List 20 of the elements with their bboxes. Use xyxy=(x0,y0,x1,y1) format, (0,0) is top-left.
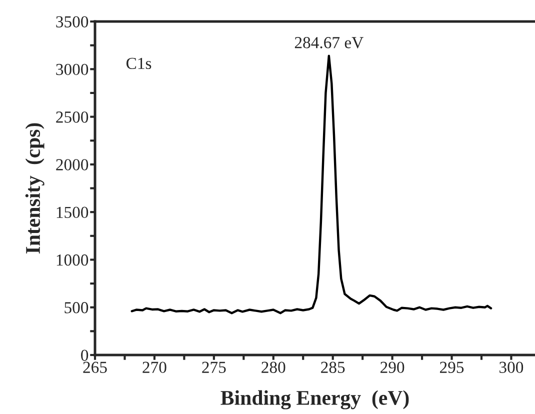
x-tick-label: 280 xyxy=(262,362,286,373)
x-tick-label: 295 xyxy=(440,362,464,373)
y-tick-label: 2500 xyxy=(56,111,88,123)
x-tick-label: 275 xyxy=(202,362,226,373)
y-tick-label: 0 xyxy=(81,350,88,361)
y-tick-label: 3500 xyxy=(56,16,88,28)
x-tick-label: 290 xyxy=(380,362,404,373)
y-tick-label: 1500 xyxy=(56,206,88,218)
y-tick-label: 3000 xyxy=(56,64,88,76)
y-tick-label: 500 xyxy=(64,302,88,314)
annotation: C1s xyxy=(126,58,152,70)
y-tick-label: 2000 xyxy=(56,159,88,170)
x-tick-label: 265 xyxy=(83,362,107,373)
x-tick-label: 300 xyxy=(500,362,524,373)
x-tick-label: 270 xyxy=(142,362,166,373)
y-axis-title: Intensity (cps) xyxy=(25,123,44,254)
x-tick-label: 285 xyxy=(321,362,345,373)
annotation: 284.67 eV xyxy=(294,37,364,48)
y-tick-label: 1000 xyxy=(56,254,88,266)
x-axis-title: Binding Energy (eV) xyxy=(220,390,409,410)
